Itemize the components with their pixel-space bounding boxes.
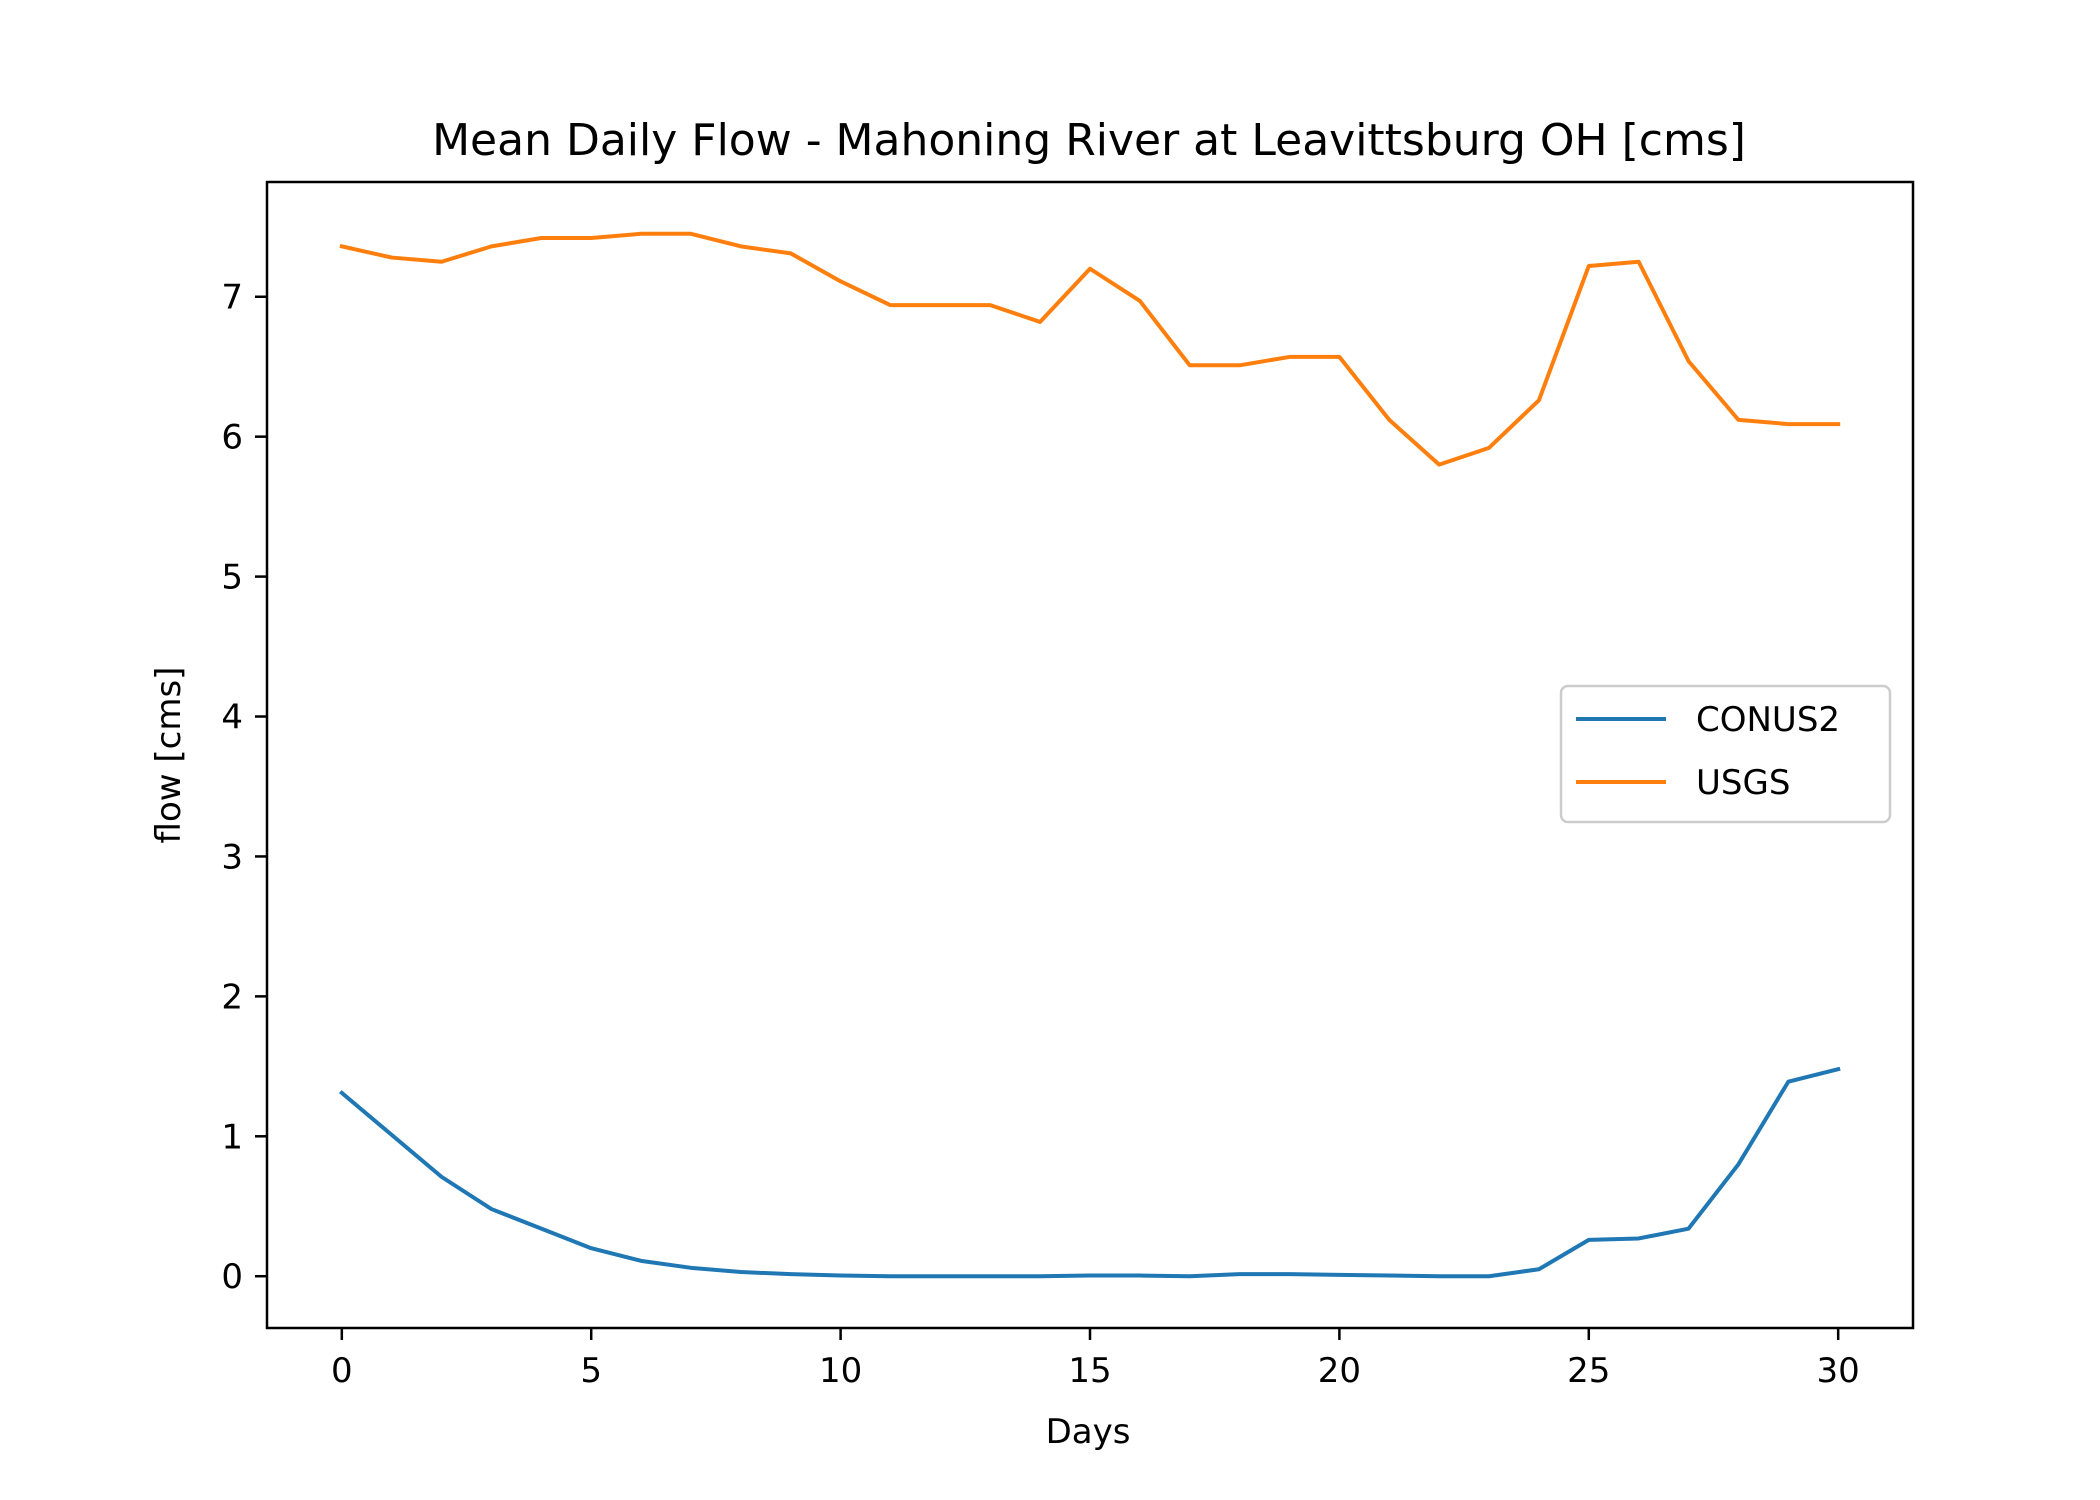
x-axis-ticks: 0 5 10 15 20 25 30	[331, 1328, 1860, 1391]
x-tick-label: 25	[1567, 1351, 1610, 1391]
y-tick-label: 0	[221, 1257, 243, 1297]
legend-label-usgs: USGS	[1696, 763, 1790, 803]
series-line-usgs	[339, 231, 1841, 467]
x-axis-label: Days	[1046, 1412, 1131, 1452]
y-tick-label: 2	[221, 977, 243, 1017]
y-tick-label: 1	[221, 1117, 243, 1157]
y-axis-ticks: 0 1 2 3 4 5 6 7	[221, 278, 267, 1297]
chart-title: Mean Daily Flow - Mahoning River at Leav…	[432, 115, 1746, 166]
x-tick-label: 20	[1318, 1351, 1361, 1391]
y-tick-label: 3	[221, 837, 243, 877]
x-tick-label: 0	[331, 1351, 353, 1391]
series-layer	[339, 231, 1841, 1279]
y-tick-label: 6	[221, 418, 243, 458]
x-tick-label: 5	[580, 1351, 602, 1391]
x-tick-label: 30	[1817, 1351, 1860, 1391]
legend: CONUS2 USGS	[1559, 684, 1892, 824]
y-tick-label: 5	[221, 558, 243, 598]
y-tick-label: 7	[221, 278, 243, 318]
series-line-conus2	[339, 1066, 1841, 1279]
x-tick-label: 10	[819, 1351, 862, 1391]
legend-label-conus2: CONUS2	[1696, 700, 1840, 740]
y-tick-label: 4	[221, 698, 243, 738]
x-tick-label: 15	[1068, 1351, 1111, 1391]
y-axis-label: flow [cms]	[149, 667, 189, 844]
